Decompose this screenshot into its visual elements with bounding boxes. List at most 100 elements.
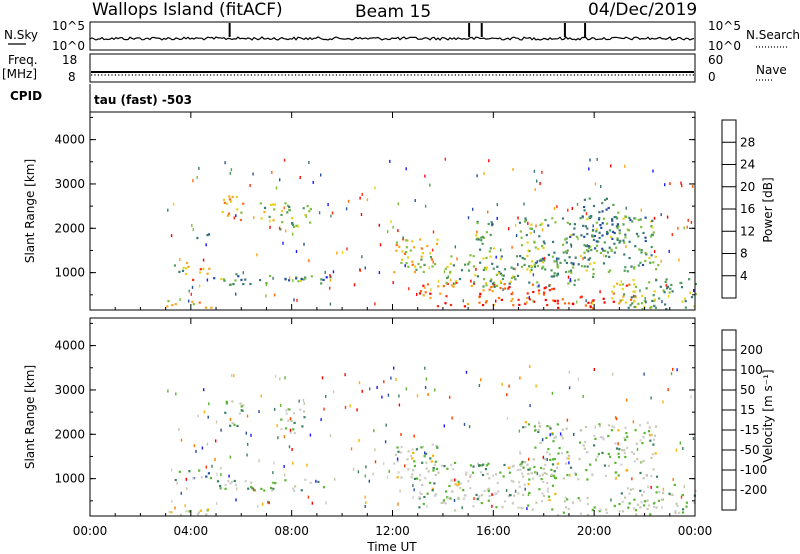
data-cell [484,301,488,304]
data-cell [566,221,569,224]
data-cell [395,243,398,247]
data-cell [512,464,515,467]
data-cell [539,441,542,445]
data-cell [644,236,647,239]
data-cell [662,491,665,494]
data-cell [531,283,534,286]
data-cell [567,208,569,212]
data-cell [654,255,657,258]
data-cell [284,376,286,380]
data-cell [625,245,627,249]
data-cell [548,289,551,292]
data-cell [661,498,664,501]
data-cell [295,224,298,227]
data-cell [572,266,575,269]
data-cell [593,234,596,238]
data-cell [279,228,282,231]
data-cell [514,224,517,227]
data-cell [496,203,498,207]
data-cell [514,489,517,493]
data-cell [565,506,568,509]
data-cell [228,198,231,201]
data-cell [205,513,208,516]
data-cell [583,209,586,212]
data-cell [198,469,201,472]
data-cell [618,503,621,506]
data-cell [661,506,663,509]
data-cell [400,446,403,449]
data-cell [667,294,670,298]
data-cell [589,262,592,266]
data-cell [322,486,326,489]
data-cell [509,280,512,283]
data-cell [299,279,302,282]
data-cell [512,304,515,307]
data-cell [618,232,621,235]
data-cell [470,284,473,288]
data-cell [508,285,511,289]
data-cell [640,249,643,252]
data-cell [185,477,187,481]
data-cell [617,452,620,455]
data-cell [437,285,440,288]
data-cell [612,285,616,288]
data-cell [280,209,284,213]
data-cell [272,487,275,490]
data-cell [388,469,390,473]
data-cell [636,457,639,461]
data-cell [171,499,173,503]
data-cell [641,263,645,267]
data-cell [590,248,593,252]
data-cell [529,232,532,235]
data-cell [197,414,199,418]
data-cell [551,391,554,395]
data-cell [272,219,275,222]
data-cell [655,475,659,478]
data-cell [633,283,636,286]
data-cell [530,223,533,226]
data-cell [353,283,356,287]
data-cell [592,228,595,232]
data-cell [526,241,529,244]
data-cell [452,285,455,288]
data-cell [573,283,576,286]
data-cell [294,485,297,488]
data-cell [553,299,556,303]
data-cell [529,365,531,368]
data-cell [680,286,684,289]
data-cell [283,206,285,210]
data-cell [325,276,328,279]
data-cell [532,290,535,294]
data-cell [503,463,506,467]
data-cell [524,461,527,464]
data-cell [205,475,208,478]
data-cell [608,246,611,249]
data-cell [566,498,569,501]
data-cell [223,201,226,204]
data-cell [654,306,657,309]
data-cell [253,216,255,220]
data-cell [216,472,218,476]
data-cell [475,493,478,496]
data-cell [420,492,423,496]
data-cell [542,265,545,268]
data-cell [533,265,536,268]
data-cell [538,488,541,491]
x-tick-label: 08:00 [274,524,309,538]
data-cell [681,300,684,303]
data-cell [374,448,376,452]
data-cell [249,184,251,187]
data-cell [532,299,534,303]
data-cell [660,213,662,217]
data-cell [618,302,621,305]
data-cell [167,389,169,393]
data-cell [652,468,655,471]
data-cell [259,202,262,205]
data-cell [566,474,569,477]
data-cell [482,268,485,272]
data-cell [650,305,653,309]
data-cell [394,453,397,456]
data-cell [613,231,616,235]
data-cell [550,433,553,436]
